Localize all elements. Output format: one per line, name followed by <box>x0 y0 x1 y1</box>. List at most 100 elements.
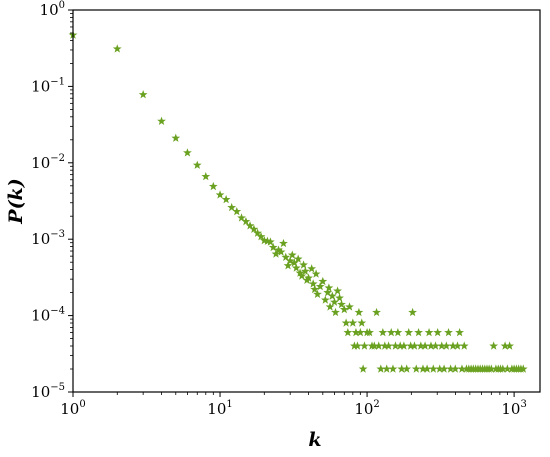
y-tick-label: 10−4 <box>31 306 65 325</box>
data-point <box>281 252 291 261</box>
data-point <box>138 90 148 99</box>
data-point <box>307 264 317 273</box>
data-point <box>339 304 349 314</box>
data-point <box>293 254 303 263</box>
axis-ticks: 100 101 102 103 100 10−1 10−2 10−3 10−4 10−5 <box>31 0 527 418</box>
data-point <box>382 364 392 373</box>
data-point <box>358 364 368 373</box>
y-tick-label: 10−2 <box>31 153 65 172</box>
data-point <box>395 341 405 350</box>
data-point <box>404 327 414 337</box>
data-point <box>351 327 361 337</box>
data-point <box>287 250 297 259</box>
data-point <box>414 327 423 337</box>
data-point <box>221 194 231 204</box>
data-point <box>304 273 313 282</box>
data-point <box>503 364 512 373</box>
data-point <box>446 364 455 373</box>
data-point <box>215 190 225 199</box>
data-point <box>311 269 321 278</box>
data-point <box>391 341 400 350</box>
data-point <box>285 256 295 265</box>
data-point <box>374 341 384 350</box>
data-point <box>283 261 293 270</box>
data-point <box>399 341 409 350</box>
data-point <box>183 148 192 157</box>
data-point <box>455 327 464 337</box>
data-point <box>411 364 421 373</box>
data-point <box>486 364 496 373</box>
data-point <box>201 171 211 181</box>
data-point <box>498 364 508 373</box>
data-point <box>345 302 354 311</box>
data-point <box>337 299 346 309</box>
data-point <box>505 341 514 350</box>
data-point <box>354 307 364 317</box>
data-point <box>424 327 434 337</box>
data-point <box>422 364 432 373</box>
data-point <box>380 341 390 350</box>
data-point <box>327 291 337 300</box>
data-point <box>245 221 255 230</box>
data-point <box>388 364 398 373</box>
data-point <box>335 293 344 302</box>
data-point <box>378 327 388 337</box>
data-point <box>310 284 320 294</box>
data-point <box>406 341 416 350</box>
data-point <box>289 258 299 267</box>
data-point <box>208 181 218 191</box>
data-point <box>500 341 510 350</box>
data-point <box>232 206 242 216</box>
plot-area <box>73 10 540 392</box>
x-tick-label: 101 <box>207 399 232 418</box>
data-point <box>453 341 462 350</box>
data-points <box>68 30 528 373</box>
data-point <box>333 286 342 295</box>
data-point <box>439 364 449 373</box>
data-point <box>450 364 460 373</box>
data-point <box>157 116 166 125</box>
data-point <box>444 327 453 337</box>
data-point <box>435 364 445 373</box>
data-point <box>237 213 246 222</box>
data-point <box>266 237 275 246</box>
data-point <box>299 260 308 269</box>
data-point <box>256 232 266 241</box>
data-point <box>489 341 499 350</box>
data-point <box>274 245 283 254</box>
data-point <box>315 281 325 291</box>
data-point <box>428 364 438 373</box>
data-point <box>518 364 528 373</box>
data-point <box>426 341 436 350</box>
data-point <box>397 364 407 373</box>
data-point <box>343 327 353 337</box>
data-point <box>441 341 451 350</box>
x-tick-label: 100 <box>60 399 85 418</box>
data-point <box>323 288 333 297</box>
data-point <box>384 341 393 350</box>
data-point <box>324 283 334 292</box>
data-point <box>431 341 440 350</box>
data-point <box>372 307 381 317</box>
data-point <box>325 302 335 311</box>
data-point <box>268 242 278 252</box>
data-point <box>291 263 301 272</box>
data-point <box>376 364 386 373</box>
data-point <box>393 327 403 337</box>
data-point <box>276 247 286 256</box>
data-point <box>308 279 318 288</box>
data-point <box>355 327 365 337</box>
data-point <box>320 295 330 304</box>
data-point <box>416 341 426 350</box>
y-tick-label: 100 <box>40 0 65 19</box>
data-point <box>418 364 428 373</box>
data-point <box>437 341 447 350</box>
data-point <box>227 202 237 212</box>
data-point <box>408 307 417 317</box>
data-point <box>457 364 467 373</box>
data-point <box>295 268 305 277</box>
data-point <box>386 327 396 337</box>
y-tick-label: 10−5 <box>31 382 65 401</box>
x-tick-label: 103 <box>501 399 526 418</box>
